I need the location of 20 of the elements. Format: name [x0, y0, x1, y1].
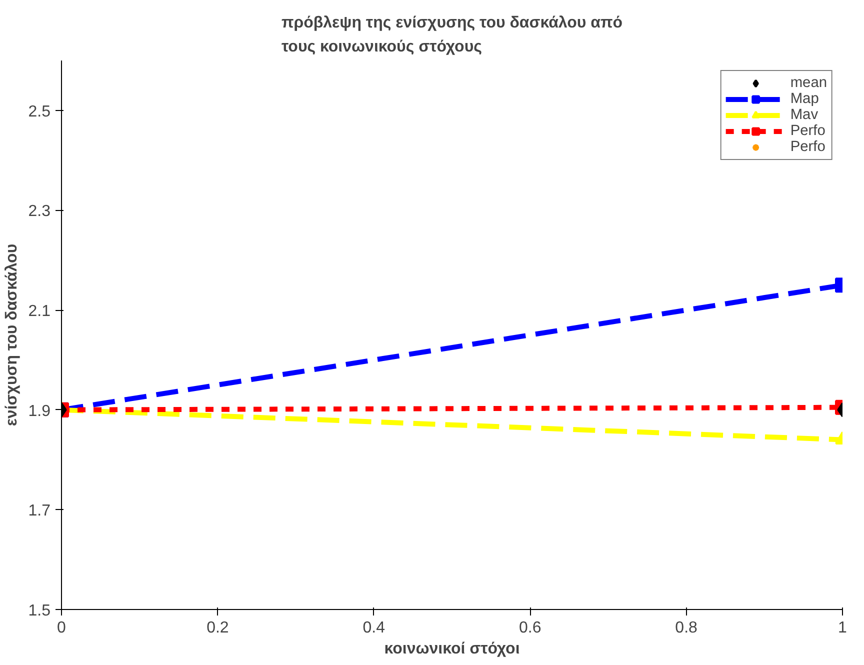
chart-title: πρόβλεψη της ενίσχυσης του δασκάλου από τους κοινωνικούς στόχους [281, 14, 623, 56]
legend-label: Map [790, 91, 819, 107]
x-tick-label: 0.2 [206, 620, 229, 636]
y-tick-label: 2.3 [28, 203, 51, 220]
x-tick-label: 0 [57, 620, 66, 636]
x-tick-label: 1 [838, 620, 848, 636]
y-tick-label: 1.7 [28, 502, 51, 520]
y-axis-title: ενίσχυση του δασκάλου [3, 244, 20, 426]
y-tick-label: 2.5 [28, 103, 51, 120]
legend-label: Mav [790, 107, 818, 123]
x-tick-label: 0.6 [518, 620, 542, 636]
y-tick-label: 1.5 [28, 602, 51, 620]
y-tick-label: 1.9 [28, 402, 51, 420]
y-tick-label: 2.1 [28, 303, 51, 320]
x-axis-title: κοινωνικοί στόχοι [384, 640, 520, 658]
x-tick-label: 0.4 [362, 620, 386, 636]
legend-label: Perfo [790, 139, 826, 155]
legend-label: Perfo [790, 123, 826, 139]
legend-label: mean [790, 75, 827, 91]
x-tick-label: 0.8 [675, 620, 698, 636]
